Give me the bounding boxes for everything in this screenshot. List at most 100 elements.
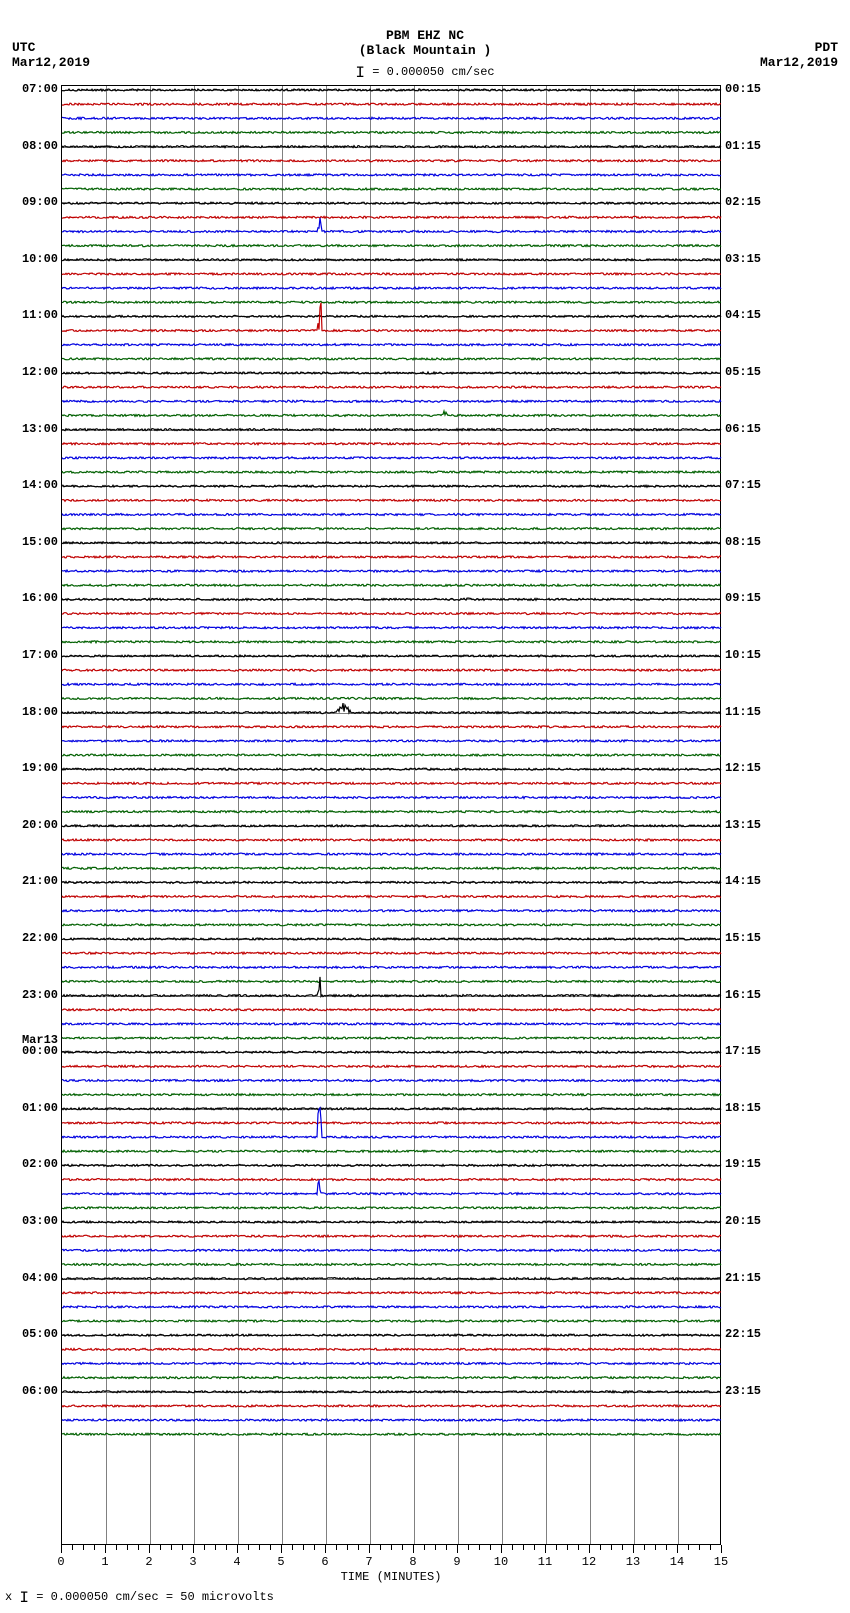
x-tick (633, 1545, 634, 1553)
x-tick-minor (556, 1545, 557, 1550)
time-label-pdt: 10:15 (725, 648, 761, 662)
x-axis-label: TIME (MINUTES) (61, 1570, 721, 1584)
x-tick-minor (116, 1545, 117, 1550)
time-label-utc: 02:00 (22, 1157, 58, 1171)
time-label-utc: 18:00 (22, 705, 58, 719)
x-tick-minor (534, 1545, 535, 1550)
x-tick-minor (204, 1545, 205, 1550)
x-tick (589, 1545, 590, 1553)
x-tick-label: 14 (670, 1555, 684, 1569)
x-tick-minor (83, 1545, 84, 1550)
x-tick-minor (358, 1545, 359, 1550)
x-tick-minor (424, 1545, 425, 1550)
timezone-right: PDT (815, 40, 838, 55)
time-label-pdt: 22:15 (725, 1327, 761, 1341)
time-label-pdt: 19:15 (725, 1157, 761, 1171)
x-tick-label: 0 (57, 1555, 64, 1569)
x-tick (105, 1545, 106, 1553)
time-label-utc: 22:00 (22, 931, 58, 945)
time-label-utc: 08:00 (22, 139, 58, 153)
time-label-pdt: 01:15 (725, 139, 761, 153)
x-tick-minor (611, 1545, 612, 1550)
time-label-pdt: 03:15 (725, 252, 761, 266)
x-tick-minor (292, 1545, 293, 1550)
x-tick-minor (182, 1545, 183, 1550)
footer-prefix: x (5, 1590, 12, 1604)
date-right: Mar12,2019 (760, 55, 838, 70)
time-label-utc: 12:00 (22, 365, 58, 379)
time-label-pdt: 16:15 (725, 988, 761, 1002)
x-tick-minor (479, 1545, 480, 1550)
time-label-pdt: 23:15 (725, 1384, 761, 1398)
station-code: PBM EHZ NC (0, 28, 850, 43)
x-tick-minor (336, 1545, 337, 1550)
x-tick (193, 1545, 194, 1553)
x-tick-minor (160, 1545, 161, 1550)
x-tick-label: 3 (189, 1555, 196, 1569)
x-tick-label: 15 (714, 1555, 728, 1569)
time-label-utc: 23:00 (22, 988, 58, 1002)
x-tick (61, 1545, 62, 1553)
time-label-utc: 16:00 (22, 591, 58, 605)
footer-text: = 0.000050 cm/sec = 50 microvolts (36, 1590, 274, 1604)
x-tick-minor (523, 1545, 524, 1550)
x-tick (149, 1545, 150, 1553)
x-tick-minor (402, 1545, 403, 1550)
scale-value: = 0.000050 cm/sec (372, 65, 494, 79)
time-label-pdt: 15:15 (725, 931, 761, 945)
x-tick-label: 6 (321, 1555, 328, 1569)
time-label-pdt: 02:15 (725, 195, 761, 209)
x-tick-minor (127, 1545, 128, 1550)
x-tick (413, 1545, 414, 1553)
time-label-utc: 04:00 (22, 1271, 58, 1285)
time-label-pdt: 18:15 (725, 1101, 761, 1115)
time-label-pdt: 07:15 (725, 478, 761, 492)
time-label-utc: 11:00 (22, 308, 58, 322)
time-label-utc: 15:00 (22, 535, 58, 549)
time-label-utc: 07:00 (22, 82, 58, 96)
x-tick-minor (490, 1545, 491, 1550)
x-tick-minor (600, 1545, 601, 1550)
x-tick (369, 1545, 370, 1553)
x-tick (325, 1545, 326, 1553)
x-tick-minor (380, 1545, 381, 1550)
time-label-utc: 14:00 (22, 478, 58, 492)
date-change-label: Mar13 (22, 1033, 58, 1047)
x-tick-label: 11 (538, 1555, 552, 1569)
x-tick-minor (391, 1545, 392, 1550)
time-label-utc: 03:00 (22, 1214, 58, 1228)
x-tick-minor (94, 1545, 95, 1550)
x-tick-minor (666, 1545, 667, 1550)
time-label-utc: 09:00 (22, 195, 58, 209)
x-tick-minor (710, 1545, 711, 1550)
x-tick-minor (622, 1545, 623, 1550)
time-label-utc: 05:00 (22, 1327, 58, 1341)
time-label-pdt: 05:15 (725, 365, 761, 379)
x-tick-minor (578, 1545, 579, 1550)
x-tick-minor (347, 1545, 348, 1550)
x-tick (501, 1545, 502, 1553)
x-tick-minor (435, 1545, 436, 1550)
time-label-pdt: 00:15 (725, 82, 761, 96)
x-tick-minor (655, 1545, 656, 1550)
time-label-pdt: 09:15 (725, 591, 761, 605)
x-tick-minor (226, 1545, 227, 1550)
time-label-pdt: 21:15 (725, 1271, 761, 1285)
station-name: (Black Mountain ) (0, 43, 850, 58)
x-tick-label: 4 (233, 1555, 240, 1569)
x-tick-minor (512, 1545, 513, 1550)
time-label-utc: 21:00 (22, 874, 58, 888)
x-tick-minor (314, 1545, 315, 1550)
time-label-utc: 20:00 (22, 818, 58, 832)
time-label-utc: 13:00 (22, 422, 58, 436)
x-tick-minor (248, 1545, 249, 1550)
x-tick-minor (468, 1545, 469, 1550)
x-tick-minor (215, 1545, 216, 1550)
x-tick-label: 2 (145, 1555, 152, 1569)
helicorder-plot (61, 85, 721, 1545)
chart-header: PBM EHZ NC (Black Mountain ) (0, 28, 850, 58)
x-tick-label: 8 (409, 1555, 416, 1569)
x-tick-minor (72, 1545, 73, 1550)
timezone-left: UTC (12, 40, 35, 55)
x-tick-label: 10 (494, 1555, 508, 1569)
